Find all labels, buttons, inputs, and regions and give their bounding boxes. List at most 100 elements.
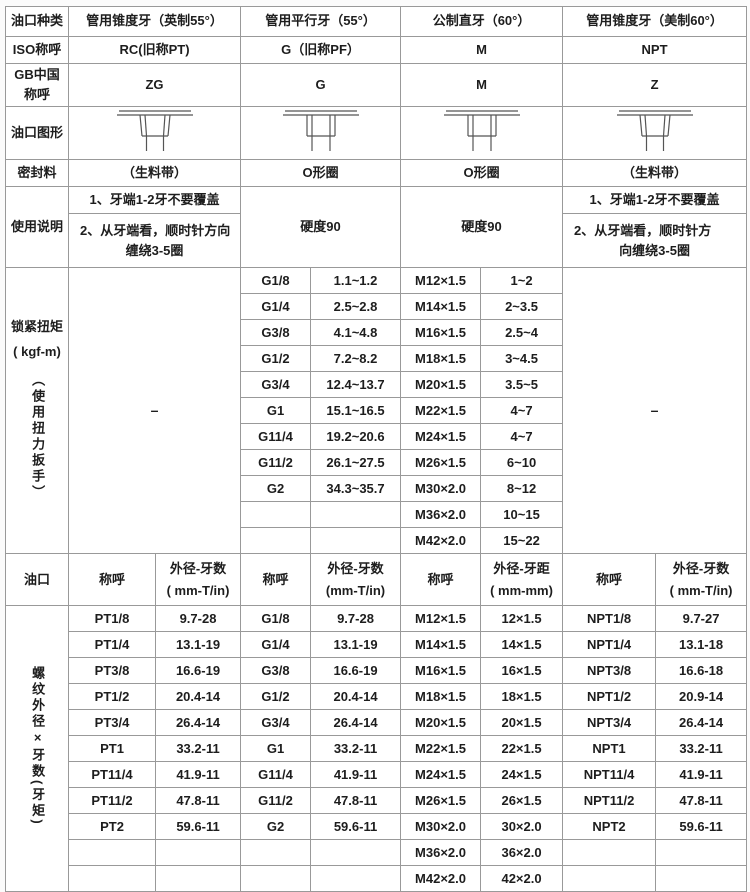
size-pt-name: PT3/4 [68, 709, 156, 737]
row-usage-2: 2、从牙端看，顺时针方向 缠绕3-5圈 2、从牙端看，顺时针方 向缠绕3-5圈 [6, 213, 748, 269]
usage-npt-line2-3: 2、从牙端看，顺时针方 向缠绕3-5圈 [562, 213, 748, 269]
size-g-value: 16.6-19 [310, 657, 402, 685]
size-m-name: M36×2.0 [400, 839, 482, 867]
size-npt-value: 59.6-11 [655, 813, 748, 841]
size-g-value: 33.2-11 [310, 735, 402, 763]
size-hdr-g-value-line1: 外径-牙数 [327, 560, 384, 576]
size-row: 螺纹外径×牙数(牙矩) PT1/8 9.7-28 G1/8 9.7-28 M12… [5, 605, 748, 892]
row-port-diagram: 油口图形 [5, 106, 748, 161]
torque-g-value: 2.5~2.8 [310, 293, 402, 321]
size-row: PT3/4 26.4-14 G3/4 26.4-14 M20×1.5 20×1.… [6, 709, 748, 737]
size-m-name: M42×2.0 [400, 865, 482, 892]
size-pt-name: PT1/4 [68, 631, 156, 659]
seal-g: O形圈 [240, 159, 402, 188]
size-g-value: 13.1-19 [310, 631, 402, 659]
size-m-name: M22×1.5 [400, 735, 482, 763]
size-row: PT1/4 13.1-19 G1/4 13.1-19 M14×1.5 14×1.… [6, 631, 748, 659]
torque-m-value: 3.5~5 [480, 371, 564, 399]
size-pt-value [154, 865, 242, 892]
size-hdr-g-name: 称呼 [240, 553, 312, 607]
size-m-name: M26×1.5 [400, 787, 482, 815]
torque-label-title: 锁紧扭矩 [10, 319, 63, 335]
size-pt-name [68, 865, 156, 892]
torque-m-name: M42×2.0 [400, 527, 482, 555]
torque-g-value: 26.1~27.5 [310, 449, 402, 477]
size-npt-name: NPT1/8 [562, 605, 657, 633]
size-vertical-label: 螺纹外径×牙数(牙矩) [30, 665, 46, 827]
diagram-npt-cell [562, 106, 748, 161]
iso-m: M [400, 36, 564, 64]
torque-m-name: M16×1.5 [400, 319, 482, 347]
usage-rc-line2: 2、从牙端看，顺时针方向 [80, 222, 231, 238]
torque-m-name: M12×1.5 [400, 267, 482, 295]
diagram-rc-cell [67, 106, 242, 161]
torque-g-name: G11/4 [240, 423, 312, 451]
torque-row: M42×2.0 15~22 [6, 527, 747, 555]
torque-g-name: G3/4 [240, 371, 312, 399]
torque-m-value: 4~7 [480, 423, 564, 451]
size-row: PT1/2 20.4-14 G1/2 20.4-14 M18×1.5 18×1.… [6, 683, 748, 711]
size-m-name: M16×1.5 [400, 657, 482, 685]
gb-m: M [400, 62, 564, 108]
port-cross-section-icon [111, 110, 199, 155]
size-row: M42×2.0 42×2.0 [6, 865, 748, 892]
size-m-name: M24×1.5 [400, 761, 482, 789]
torque-m-name: M18×1.5 [400, 345, 482, 373]
size-pt-value: 16.6-19 [154, 657, 242, 685]
size-g-value: 9.7-28 [310, 605, 402, 633]
row-usage-1: 使用说明 1、牙端1-2牙不要覆盖 硬度90 硬度90 1、牙端1-2牙不要覆盖 [5, 186, 748, 269]
usage-rc-line2-3: 2、从牙端看，顺时针方向 缠绕3-5圈 [67, 213, 242, 269]
size-pt-value: 13.1-19 [154, 631, 242, 659]
torque-m-value: 3~4.5 [480, 345, 564, 373]
size-hdr-pt-value-line2: ( mm-T/in) [166, 582, 230, 598]
torque-row: G3/8 4.1~4.8 M16×1.5 2.5~4 [6, 319, 747, 347]
torque-g-name: G11/2 [240, 449, 312, 477]
row-label-diagram: 油口图形 [5, 106, 69, 161]
size-g-value: 26.4-14 [310, 709, 402, 737]
size-g-name: G1 [240, 735, 312, 763]
size-npt-name: NPT1/4 [562, 631, 657, 659]
size-npt-name [562, 839, 657, 867]
size-section-label: 油口 [5, 553, 69, 607]
size-pt-name: PT1/8 [68, 605, 156, 633]
size-pt-name: PT11/4 [68, 761, 156, 789]
torque-npt-dash: – [562, 267, 748, 555]
row-label-seal: 密封料 [5, 159, 69, 188]
port-type-g: 管用平行牙（55°） [240, 6, 402, 37]
thread-spec-table: 油口种类 管用锥度牙（英制55°） 管用平行牙（55°） 公制直牙（60°） 管… [5, 6, 748, 892]
size-g-name: G1/2 [240, 683, 312, 711]
torque-m-name: M22×1.5 [400, 397, 482, 425]
size-npt-value [655, 865, 748, 892]
size-npt-name: NPT11/2 [562, 787, 657, 815]
size-m-name: M18×1.5 [400, 683, 482, 711]
torque-m-value: 4~7 [480, 397, 564, 425]
size-m-value: 26×1.5 [480, 787, 564, 815]
size-npt-name: NPT1/2 [562, 683, 657, 711]
size-hdr-pt-name: 称呼 [68, 553, 156, 607]
torque-g-name: G1/4 [240, 293, 312, 321]
torque-m-value: 2.5~4 [480, 319, 564, 347]
size-npt-name: NPT2 [562, 813, 657, 841]
port-type-m: 公制直牙（60°） [400, 6, 564, 37]
torque-label-unit: ( kgf-m) [13, 343, 61, 359]
size-npt-value: 20.9-14 [655, 683, 748, 711]
torque-row: G1/4 2.5~2.8 M14×1.5 2~3.5 [6, 293, 747, 321]
torque-g-value: 19.2~20.6 [310, 423, 402, 451]
size-pt-value: 9.7-28 [154, 605, 242, 633]
size-npt-value: 41.9-11 [655, 761, 748, 789]
usage-rc-line3: 缠绕3-5圈 [125, 242, 184, 258]
torque-g-value [310, 527, 402, 555]
size-g-value: 20.4-14 [310, 683, 402, 711]
size-g-value: 59.6-11 [310, 813, 402, 841]
size-pt-value: 47.8-11 [154, 787, 242, 815]
size-pt-name: PT11/2 [68, 787, 156, 815]
size-hdr-npt-value-line1: 外径-牙数 [672, 560, 730, 576]
size-m-value: 12×1.5 [480, 605, 564, 633]
size-npt-value: 33.2-11 [655, 735, 748, 763]
port-cross-section-icon [277, 110, 365, 155]
torque-m-name: M30×2.0 [400, 475, 482, 503]
size-pt-value: 26.4-14 [154, 709, 242, 737]
size-m-value: 24×1.5 [480, 761, 564, 789]
size-hdr-m-value-line2: ( mm-mm) [490, 582, 553, 598]
row-label-port-type: 油口种类 [5, 6, 69, 37]
